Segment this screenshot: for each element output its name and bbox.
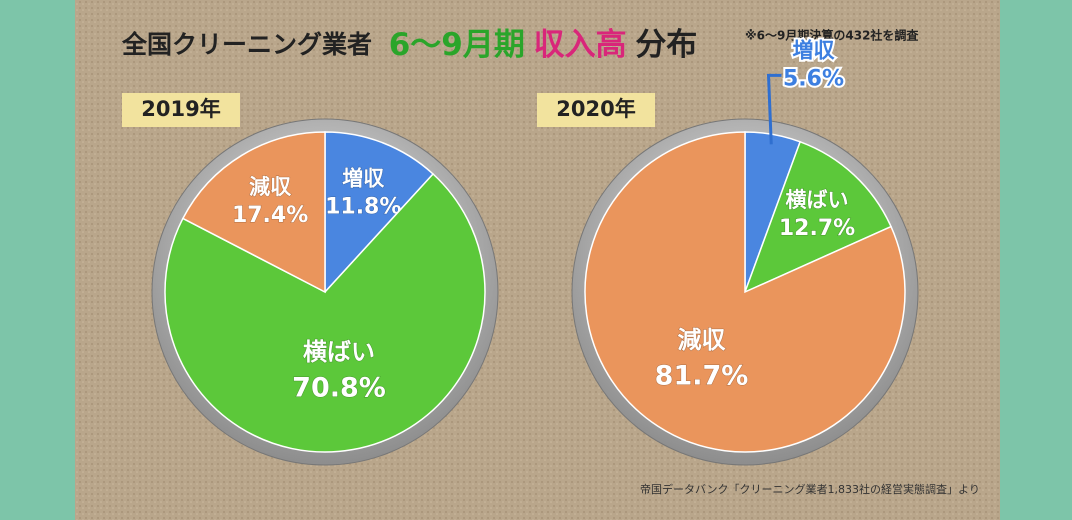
slice-label: 横ばい [303, 338, 375, 366]
year-label: 2020年 [556, 97, 635, 121]
title-part: 全国クリーニング業者 [121, 30, 372, 59]
slice-label: 減収 [249, 175, 292, 199]
pie-slice [584, 131, 906, 453]
title-part: 6〜9月期 [389, 27, 525, 63]
slice-value: 11.8% [325, 195, 401, 220]
title-part: 収入高 [534, 27, 627, 63]
slice-value: 70.8% [292, 372, 386, 403]
slice-value: 17.4% [232, 203, 308, 228]
slice-value: 5.6% [783, 66, 844, 91]
year-label: 2019年 [141, 97, 220, 121]
year-box [122, 93, 240, 127]
note: ※6〜9月期決算の432社を調査 [745, 28, 919, 43]
title: 全国クリーニング業者 6〜9月期 収入高 分布 [121, 27, 697, 63]
year-box [537, 93, 655, 127]
slice-value: 81.7% [655, 361, 749, 392]
source: 帝国データバンク「クリーニング業者1,833社の経営実態調査」より [640, 482, 980, 496]
pie-slice [324, 131, 435, 294]
pie-slice [181, 131, 326, 294]
leader-line [766, 73, 782, 145]
slice-label: 横ばい [786, 188, 849, 212]
slice-label: 増収 [342, 167, 385, 191]
pie-slice [164, 172, 486, 453]
pie-slice [743, 140, 893, 294]
slice-label: 増収 [793, 38, 836, 62]
title-part: 分布 [635, 27, 697, 63]
slice-label: 減収 [677, 326, 726, 354]
slice-value: 12.7% [779, 216, 855, 241]
